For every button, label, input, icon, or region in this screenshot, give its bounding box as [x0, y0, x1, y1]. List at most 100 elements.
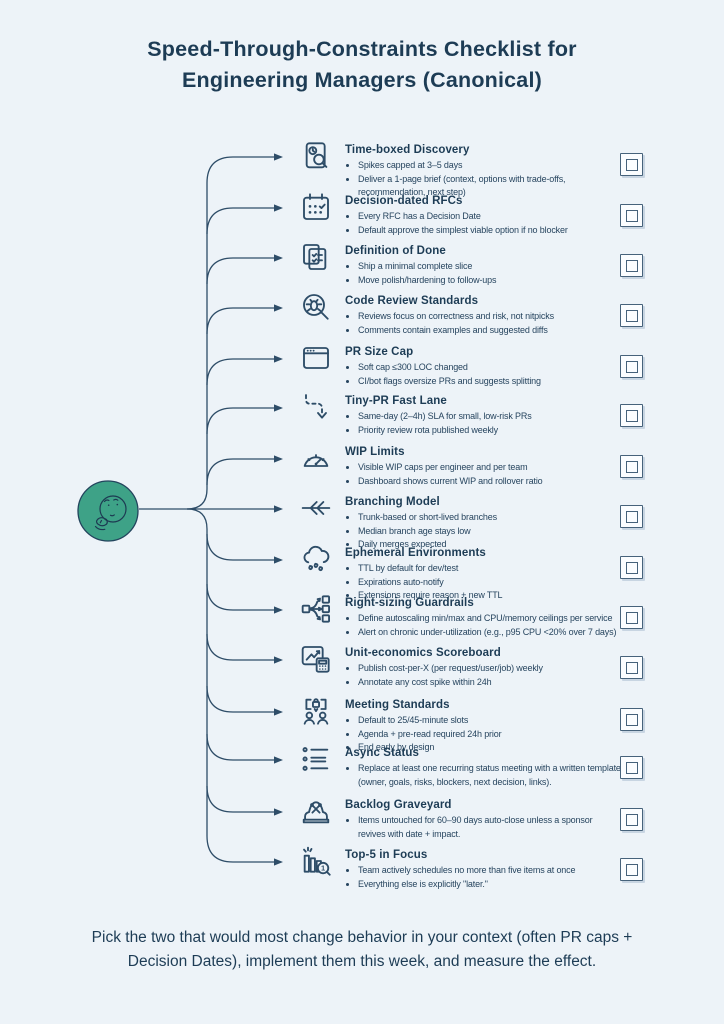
checkbox-inner-square	[625, 661, 638, 674]
item-title: PR Size Cap	[345, 346, 414, 358]
item-bullets: Visible WIP caps per engineer and per te…	[345, 461, 621, 488]
document-search-icon	[300, 140, 332, 174]
item-bullet: Spikes capped at 3–5 days	[358, 159, 621, 173]
item-title: Meeting Standards	[345, 699, 450, 711]
checklist-pages-icon	[300, 241, 332, 275]
checklist-item: Code Review Standards Reviews focus on c…	[300, 294, 643, 337]
calendar-check-icon	[300, 191, 332, 225]
page-title-line1: Speed-Through-Constraints Checklist for	[147, 37, 577, 61]
checkbox-inner-square	[625, 813, 638, 826]
item-bullet: Team actively schedules no more than fiv…	[358, 864, 621, 878]
item-bullet: Define autoscaling min/max and CPU/memor…	[358, 612, 621, 626]
item-bullets: Spikes capped at 3–5 daysDeliver a 1-pag…	[345, 159, 621, 200]
item-bullet: Reviews focus on correctness and risk, n…	[358, 310, 621, 324]
bar-chart-magnifier-icon: 1	[300, 845, 332, 879]
checkbox[interactable]	[620, 556, 643, 579]
item-bullets: Define autoscaling min/max and CPU/memor…	[345, 612, 621, 639]
checklist-item: Ephemeral Environments TTL by default fo…	[300, 545, 643, 603]
checkbox[interactable]	[620, 505, 643, 528]
checkbox-inner-square	[625, 761, 638, 774]
item-bullet: End early by design	[358, 741, 621, 755]
checkbox[interactable]	[620, 404, 643, 427]
item-bullets: Trunk-based or short-lived branchesMedia…	[345, 511, 621, 552]
checkbox[interactable]	[620, 204, 643, 227]
item-bullets: Every RFC has a Decision DateDefault app…	[345, 210, 621, 237]
item-bullet: Ship a minimal complete slice	[358, 260, 621, 274]
checkbox-inner-square	[625, 863, 638, 876]
checkbox-inner-square	[625, 360, 638, 373]
checklist-item: Tiny-PR Fast Lane Same-day (2–4h) SLA fo…	[300, 394, 643, 437]
item-title: Time-boxed Discovery	[345, 144, 470, 156]
item-title: Tiny-PR Fast Lane	[345, 395, 447, 407]
checkbox[interactable]	[620, 858, 643, 881]
chart-calculator-icon	[300, 643, 332, 677]
meeting-lock-icon	[300, 695, 332, 729]
checklist-item: Backlog Graveyard Items untouched for 60…	[300, 799, 643, 841]
checkbox[interactable]	[620, 606, 643, 629]
checkbox[interactable]	[620, 656, 643, 679]
checklist-item: Right-sizing Guardrails Define autoscali…	[300, 595, 643, 639]
item-bullets: Replace at least one recurring status me…	[345, 762, 621, 789]
item-bullet: Dashboard shows current WIP and rollover…	[358, 475, 621, 489]
item-bullet: CI/bot flags oversize PRs and suggests s…	[358, 375, 621, 389]
item-bullet: Priority review rota published weekly	[358, 424, 621, 438]
item-title: Branching Model	[345, 496, 440, 508]
page-title-line2: Engineering Managers (Canonical)	[181, 67, 543, 92]
item-bullet: Visible WIP caps per engineer and per te…	[358, 461, 621, 475]
item-bullet: Every RFC has a Decision Date	[358, 210, 621, 224]
item-bullet: Median branch age stays low	[358, 525, 621, 539]
checklist-item: Time-boxed Discovery Spikes capped at 3–…	[300, 142, 643, 200]
item-title: WIP Limits	[345, 446, 405, 458]
checklist-item: Meeting Standards Default to 25/45-minut…	[300, 698, 643, 755]
checkbox-inner-square	[625, 510, 638, 523]
fan-out-icon	[300, 593, 332, 627]
page-title: Speed-Through-Constraints Checklist for …	[0, 34, 724, 95]
item-title: Backlog Graveyard	[345, 799, 452, 811]
item-bullet: Move polish/hardening to follow-ups	[358, 274, 621, 288]
item-bullet: Alert on chronic under-utilization (e.g.…	[358, 626, 621, 640]
item-bullets: Same-day (2–4h) SLA for small, low-risk …	[345, 410, 621, 437]
item-bullet: Default approve the simplest viable opti…	[358, 224, 621, 238]
item-bullets: Ship a minimal complete sliceMove polish…	[345, 260, 621, 287]
item-bullet: Publish cost-per-X (per request/user/job…	[358, 662, 621, 676]
branch-arrows-icon	[300, 492, 332, 526]
item-bullets: Reviews focus on correctness and risk, n…	[345, 310, 621, 337]
bug-magnifier-icon	[300, 291, 332, 325]
item-bullets: Soft cap ≤300 LOC changedCI/bot flags ov…	[345, 361, 621, 388]
checkbox[interactable]	[620, 153, 643, 176]
checkbox[interactable]	[620, 304, 643, 327]
checklist-item: 1 Top-5 in Focus Team actively schedules…	[300, 846, 643, 891]
thinking-face-icon	[77, 480, 139, 542]
item-bullet: Items untouched for 60–90 days auto-clos…	[358, 814, 621, 841]
dashed-arrow-icon	[300, 391, 332, 425]
checkbox[interactable]	[620, 756, 643, 779]
item-title: Async Status	[345, 747, 420, 759]
checkbox[interactable]	[620, 355, 643, 378]
checkbox-inner-square	[625, 409, 638, 422]
item-title: Definition of Done	[345, 245, 446, 257]
item-bullets: Team actively schedules no more than fiv…	[345, 864, 621, 891]
checkbox[interactable]	[620, 708, 643, 731]
checkbox[interactable]	[620, 254, 643, 277]
rain-cloud-icon	[300, 543, 332, 577]
checklist-item: Definition of Done Ship a minimal comple…	[300, 244, 643, 287]
checkbox-inner-square	[625, 611, 638, 624]
checklist-item: Unit-economics Scoreboard Publish cost-p…	[300, 646, 643, 689]
item-bullets: Publish cost-per-X (per request/user/job…	[345, 662, 621, 689]
gauge-icon	[300, 442, 332, 476]
item-bullet: Trunk-based or short-lived branches	[358, 511, 621, 525]
checkbox-inner-square	[625, 561, 638, 574]
checkbox-inner-square	[625, 259, 638, 272]
checkbox[interactable]	[620, 455, 643, 478]
checklist-item: WIP Limits Visible WIP caps per engineer…	[300, 446, 643, 488]
item-bullet: Agenda + pre-read required 24h prior	[358, 728, 621, 742]
checkbox-inner-square	[625, 209, 638, 222]
item-title: Top-5 in Focus	[345, 849, 428, 861]
item-bullet: Same-day (2–4h) SLA for small, low-risk …	[358, 410, 621, 424]
browser-window-icon	[300, 342, 332, 376]
checkbox-inner-square	[625, 713, 638, 726]
checkbox[interactable]	[620, 808, 643, 831]
item-title: Code Review Standards	[345, 295, 479, 307]
item-title: Unit-economics Scoreboard	[345, 647, 501, 659]
item-bullet: TTL by default for dev/test	[358, 562, 621, 576]
